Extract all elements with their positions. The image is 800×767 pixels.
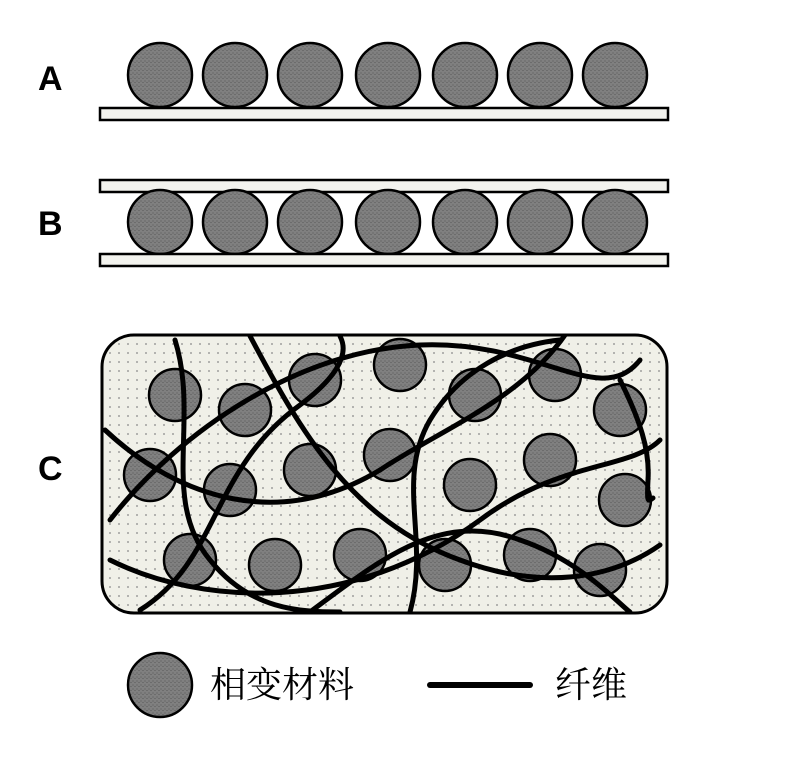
legend: 相变材料 纤维 <box>128 653 627 717</box>
panel-c-sphere-12 <box>524 434 576 486</box>
panel-b-sphere-1 <box>203 190 267 254</box>
panel-b-sphere-5 <box>508 190 572 254</box>
label-b: B <box>38 205 63 243</box>
legend-pcm-icon <box>128 653 192 717</box>
panel-a <box>100 43 668 120</box>
panel-a-sphere-3 <box>356 43 420 107</box>
legend-fiber-label: 纤维 <box>555 657 627 708</box>
panel-a-substrate <box>100 108 668 120</box>
label-c: C <box>38 450 63 488</box>
label-a: A <box>38 60 63 98</box>
legend-pcm-label: 相变材料 <box>210 657 354 708</box>
panel-b-sphere-0 <box>128 190 192 254</box>
panel-b-sphere-2 <box>278 190 342 254</box>
panel-a-sphere-5 <box>508 43 572 107</box>
panel-b-sphere-6 <box>583 190 647 254</box>
panel-c-sphere-0 <box>149 369 201 421</box>
panel-c-sphere-11 <box>444 459 496 511</box>
panel-b <box>100 180 668 266</box>
panel-c <box>102 335 667 613</box>
panel-a-sphere-4 <box>433 43 497 107</box>
panel-a-sphere-6 <box>583 43 647 107</box>
panel-c-sphere-9 <box>284 444 336 496</box>
panel-c-sphere-15 <box>249 539 301 591</box>
figure-svg: A B C 相变材料 纤维 <box>0 0 800 767</box>
figure-root: { "canvas": { "width": 800, "height": 76… <box>0 0 800 767</box>
panel-a-sphere-2 <box>278 43 342 107</box>
panel-b-sphere-3 <box>356 190 420 254</box>
panel-a-sphere-1 <box>203 43 267 107</box>
panel-b-bottom-plate <box>100 254 668 266</box>
panel-c-sphere-13 <box>599 474 651 526</box>
panel-b-sphere-4 <box>433 190 497 254</box>
panel-a-sphere-0 <box>128 43 192 107</box>
